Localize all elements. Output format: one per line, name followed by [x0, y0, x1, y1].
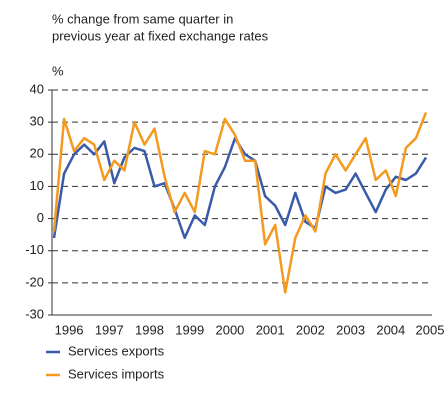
series-line — [52, 112, 428, 294]
y-tick-label: -30 — [25, 306, 44, 321]
legend-label: Services imports — [68, 366, 165, 381]
x-tick-label: 2004 — [376, 322, 405, 337]
y-tick-label: 20 — [30, 146, 44, 161]
x-tick-label: 2005 — [416, 322, 445, 337]
x-tick-label: 1996 — [55, 322, 84, 337]
chart-subtitle: % change from same quarter in — [52, 11, 233, 26]
y-tick-label: 10 — [30, 178, 44, 193]
y-tick-label: -20 — [25, 274, 44, 289]
x-tick-label: 1999 — [175, 322, 204, 337]
chart-subtitle: previous year at fixed exchange rates — [52, 28, 269, 43]
y-tick-label: 40 — [30, 81, 44, 96]
x-tick-label: 1997 — [95, 322, 124, 337]
x-tick-label: 2001 — [256, 322, 285, 337]
x-tick-label: 1998 — [135, 322, 164, 337]
y-tick-label: 30 — [30, 114, 44, 129]
legend-label: Services exports — [68, 343, 165, 358]
x-tick-label: 2000 — [215, 322, 244, 337]
y-tick-label: -10 — [25, 242, 44, 257]
y-axis-label: % — [52, 63, 64, 78]
x-tick-label: 2002 — [296, 322, 325, 337]
y-tick-label: 0 — [37, 210, 44, 225]
x-tick-label: 2003 — [336, 322, 365, 337]
